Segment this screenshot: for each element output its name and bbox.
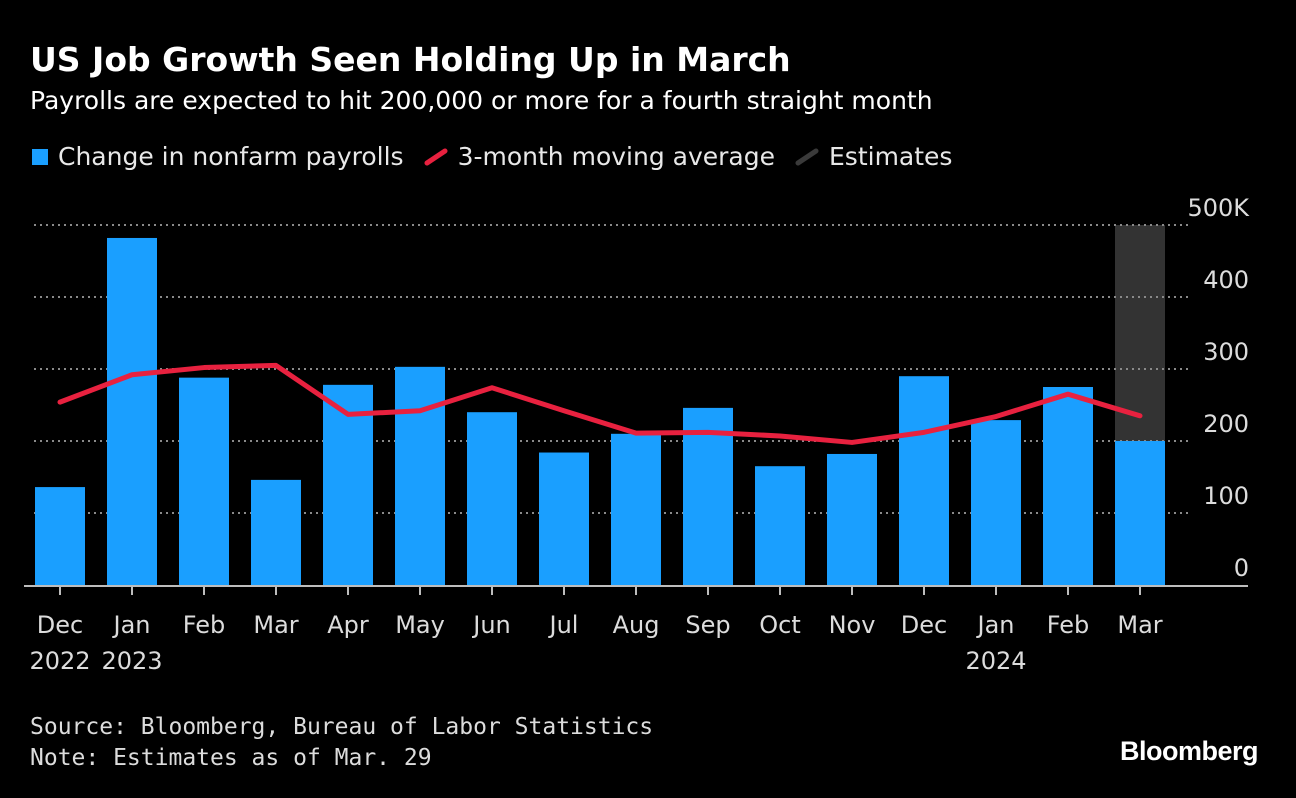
bar — [251, 479, 301, 585]
x-tick-label: Jun — [471, 611, 511, 639]
bar — [1043, 387, 1093, 585]
x-tick-label: Sep — [685, 611, 730, 639]
y-tick-label: 300 — [1203, 338, 1249, 366]
legend-item-line: 3-month moving average — [424, 142, 775, 171]
bar — [755, 466, 805, 585]
legend-item-estimates: Estimates — [795, 142, 952, 171]
bar — [467, 412, 517, 585]
bar — [395, 366, 445, 585]
chart-subtitle: Payrolls are expected to hit 200,000 or … — [30, 86, 933, 115]
x-tick-label: Jul — [548, 611, 579, 639]
x-tick-label: Feb — [183, 611, 226, 639]
bar — [1115, 441, 1165, 585]
footer: Source: Bloomberg, Bureau of Labor Stati… — [30, 712, 653, 774]
x-tick-label: Nov — [829, 611, 876, 639]
x-tick-label: Jan — [112, 611, 151, 639]
x-tick-label: Jan — [976, 611, 1015, 639]
y-tick-label: 0 — [1234, 554, 1249, 582]
bar — [827, 453, 877, 585]
bar — [35, 487, 85, 585]
x-tick-label: Feb — [1047, 611, 1090, 639]
bar — [107, 237, 157, 585]
estimate-note: Note: Estimates as of Mar. 29 — [30, 745, 432, 771]
x-year-label: 2024 — [965, 647, 1026, 675]
legend-swatch-estimates — [795, 148, 819, 165]
x-tick-label: Dec — [37, 611, 83, 639]
legend-item-bars: Change in nonfarm payrolls — [32, 142, 404, 171]
legend-label-line: 3-month moving average — [457, 142, 775, 171]
bar — [899, 376, 949, 585]
moving-average-line — [57, 362, 1143, 445]
x-tick-label: May — [395, 611, 445, 639]
legend-swatch-bars — [32, 148, 48, 165]
x-tick-label: Apr — [327, 611, 369, 639]
x-tick-label: Mar — [253, 611, 298, 639]
bar — [179, 377, 229, 585]
y-tick-label: 100 — [1203, 482, 1249, 510]
source-note: Source: Bloomberg, Bureau of Labor Stati… — [30, 714, 654, 740]
x-tick-label: Aug — [613, 611, 660, 639]
bar — [611, 433, 661, 585]
y-tick-label: 400 — [1203, 266, 1249, 294]
bar — [539, 452, 589, 585]
bar — [323, 384, 373, 585]
legend-label-bars: Change in nonfarm payrolls — [58, 142, 404, 171]
y-tick-label: 200 — [1203, 410, 1249, 438]
bar — [971, 420, 1021, 585]
x-tick-label: Dec — [901, 611, 947, 639]
x-tick-label: Mar — [1117, 611, 1162, 639]
x-year-label: 2023 — [101, 647, 162, 675]
legend-label-estimates: Estimates — [829, 142, 953, 171]
x-year-label: 2022 — [29, 647, 90, 675]
y-tick-label: 500K — [1187, 194, 1250, 222]
legend: Change in nonfarm payrolls 3-month movin… — [32, 142, 972, 171]
legend-swatch-line — [424, 148, 448, 165]
chart-title: US Job Growth Seen Holding Up in March — [30, 40, 791, 79]
x-tick-label: Oct — [759, 611, 801, 639]
bloomberg-logo: Bloomberg — [1119, 736, 1259, 766]
bar — [683, 407, 733, 585]
